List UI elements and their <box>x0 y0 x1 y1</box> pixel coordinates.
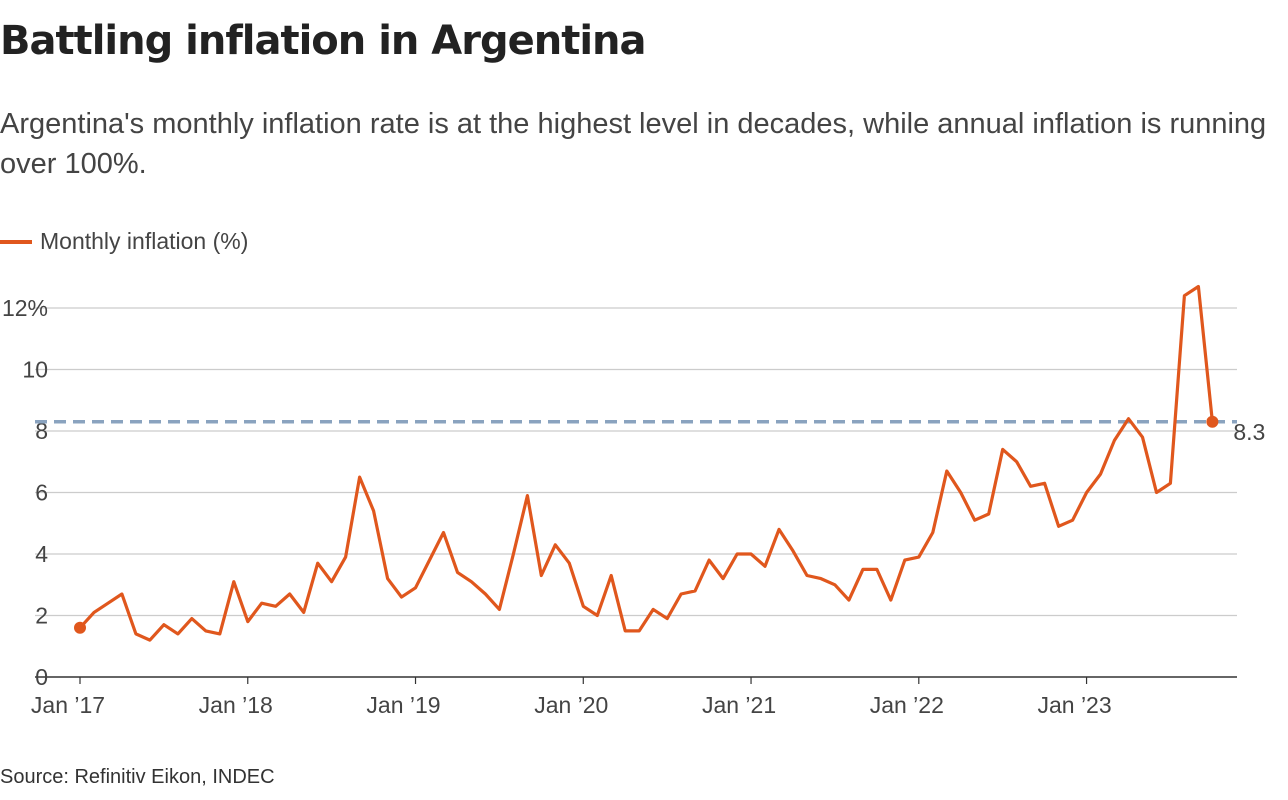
y-axis-labels: 0 2 4 6 8 10 12% <box>2 295 48 690</box>
series-group: 8.3 <box>74 284 1265 642</box>
x-tick-label: Jan ’20 <box>534 692 608 718</box>
y-tick-label: 0 <box>35 664 48 690</box>
y-tick-label: 4 <box>35 541 48 567</box>
chart-title: Battling inflation in Argentina <box>0 18 647 64</box>
series-end-marker <box>1206 415 1219 428</box>
x-tick-label: Jan ’17 <box>31 692 105 718</box>
chart-subtitle: Argentina's monthly inflation rate is at… <box>0 108 1267 180</box>
gridlines <box>35 307 1237 678</box>
y-tick-label: 10 <box>22 357 48 383</box>
y-tick-label: 8 <box>35 418 48 444</box>
x-tick-label: Jan ’19 <box>366 692 440 718</box>
legend: Monthly inflation (%) <box>0 228 248 255</box>
x-tick-label: Jan ’18 <box>199 692 273 718</box>
x-tick-label: Jan ’22 <box>870 692 944 718</box>
x-axis-labels: Jan ’17 Jan ’18 Jan ’19 Jan ’20 Jan ’21 Jan ’… <box>31 677 1112 718</box>
legend-label: Monthly inflation (%) <box>40 228 249 254</box>
series-line-monthly-inflation <box>78 284 1215 642</box>
source-note: Source: Refinitiv Eikon, INDEC <box>0 766 275 788</box>
y-tick-label: 12% <box>2 295 48 321</box>
y-tick-label: 6 <box>35 480 48 506</box>
series-start-marker <box>74 621 86 634</box>
y-tick-label: 2 <box>35 603 48 629</box>
x-tick-label: Jan ’21 <box>702 692 776 718</box>
end-value-label: 8.3 <box>1233 419 1265 445</box>
x-tick-label: Jan ’23 <box>1037 692 1111 718</box>
legend-line-swatch <box>0 239 32 244</box>
